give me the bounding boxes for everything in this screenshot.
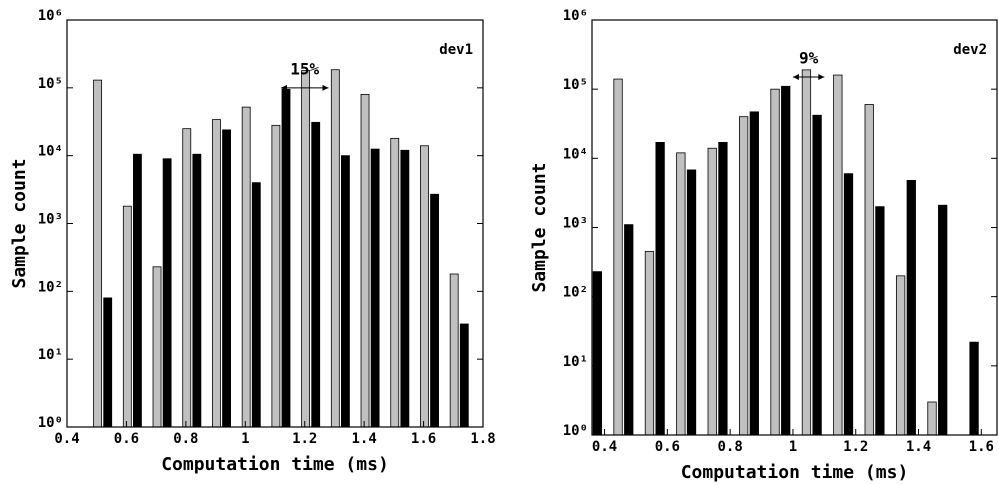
y-tick-label: 10⁵ xyxy=(38,76,63,92)
bar xyxy=(122,205,132,428)
bar xyxy=(686,169,697,436)
x-tick-label: 1 xyxy=(241,431,249,447)
x-tick-label: 1 xyxy=(789,439,797,455)
panel-label: dev2 xyxy=(953,42,987,58)
bar xyxy=(864,104,874,436)
x-axis-title: Computation time (ms) xyxy=(681,462,909,483)
y-tick-label: 10¹ xyxy=(38,347,63,363)
bar xyxy=(906,179,916,436)
bar xyxy=(781,85,791,436)
x-tick-label: 0.6 xyxy=(114,431,139,447)
bar xyxy=(301,70,311,428)
bar xyxy=(676,152,686,436)
bar xyxy=(222,129,231,428)
y-tick-label: 10² xyxy=(38,279,63,295)
bar xyxy=(459,323,469,428)
panel-label: dev1 xyxy=(439,42,473,58)
y-tick-label: 10⁰ xyxy=(38,415,63,431)
x-tick-label: 1.2 xyxy=(292,431,317,447)
y-tick-label: 10⁶ xyxy=(38,8,63,24)
bar xyxy=(370,148,380,428)
y-tick-label: 10⁵ xyxy=(563,77,588,93)
bar xyxy=(707,147,717,436)
bar xyxy=(192,153,202,428)
bar xyxy=(739,116,749,436)
y-tick-label: 10⁴ xyxy=(38,144,63,160)
bar xyxy=(644,251,655,436)
bar xyxy=(875,206,885,436)
x-tick-label: 1.4 xyxy=(906,439,931,455)
bar xyxy=(449,273,459,428)
y-tick-label: 10³ xyxy=(563,216,588,232)
x-tick-label: 1.8 xyxy=(470,431,495,447)
bar xyxy=(613,78,623,436)
bar xyxy=(182,128,192,428)
bar xyxy=(927,401,937,436)
y-tick-label: 10¹ xyxy=(563,354,588,370)
y-tick-label: 10⁴ xyxy=(563,146,588,162)
x-tick-label: 1.6 xyxy=(411,431,436,447)
bar xyxy=(843,173,854,436)
annotation-label: 15% xyxy=(290,59,319,78)
bar xyxy=(390,137,400,428)
x-tick-label: 0.6 xyxy=(655,439,680,455)
bar xyxy=(655,141,665,436)
bar xyxy=(93,79,103,428)
bar xyxy=(430,193,439,428)
x-tick-label: 0.8 xyxy=(173,431,198,447)
bar xyxy=(592,271,602,436)
annotation-label: 9% xyxy=(799,48,819,67)
bar xyxy=(330,69,340,428)
x-axis-title: Computation time (ms) xyxy=(161,454,389,475)
bar xyxy=(718,141,728,436)
bar xyxy=(341,155,350,428)
bar xyxy=(895,275,906,436)
x-tick-label: 0.4 xyxy=(54,431,79,447)
bar xyxy=(770,88,780,436)
bar xyxy=(271,124,281,428)
bar xyxy=(624,224,634,436)
bar xyxy=(251,182,261,428)
bar xyxy=(400,149,410,428)
bar xyxy=(212,119,221,428)
x-tick-label: 1.4 xyxy=(351,431,376,447)
bar xyxy=(969,341,979,436)
x-tick-label: 1.2 xyxy=(843,439,868,455)
bar xyxy=(241,106,251,428)
bar xyxy=(812,114,822,436)
bar xyxy=(311,121,321,428)
y-axis-title: Sample count xyxy=(9,158,30,288)
bar xyxy=(801,69,812,436)
bar xyxy=(133,153,142,428)
bar xyxy=(162,158,172,428)
x-tick-label: 0.4 xyxy=(592,439,617,455)
bar xyxy=(938,204,948,436)
y-tick-label: 10⁶ xyxy=(563,8,588,24)
y-tick-label: 10² xyxy=(563,285,588,301)
bar xyxy=(749,111,759,436)
y-tick-label: 10³ xyxy=(38,212,63,228)
bar xyxy=(103,297,113,428)
bar xyxy=(281,88,291,428)
x-tick-label: 0.8 xyxy=(717,439,742,455)
y-axis-title: Sample count xyxy=(529,162,550,292)
bar xyxy=(152,266,162,428)
bar xyxy=(833,74,843,436)
x-tick-label: 1.6 xyxy=(969,439,994,455)
bar xyxy=(420,145,429,428)
bar xyxy=(360,94,370,428)
y-tick-label: 10⁰ xyxy=(563,423,588,439)
